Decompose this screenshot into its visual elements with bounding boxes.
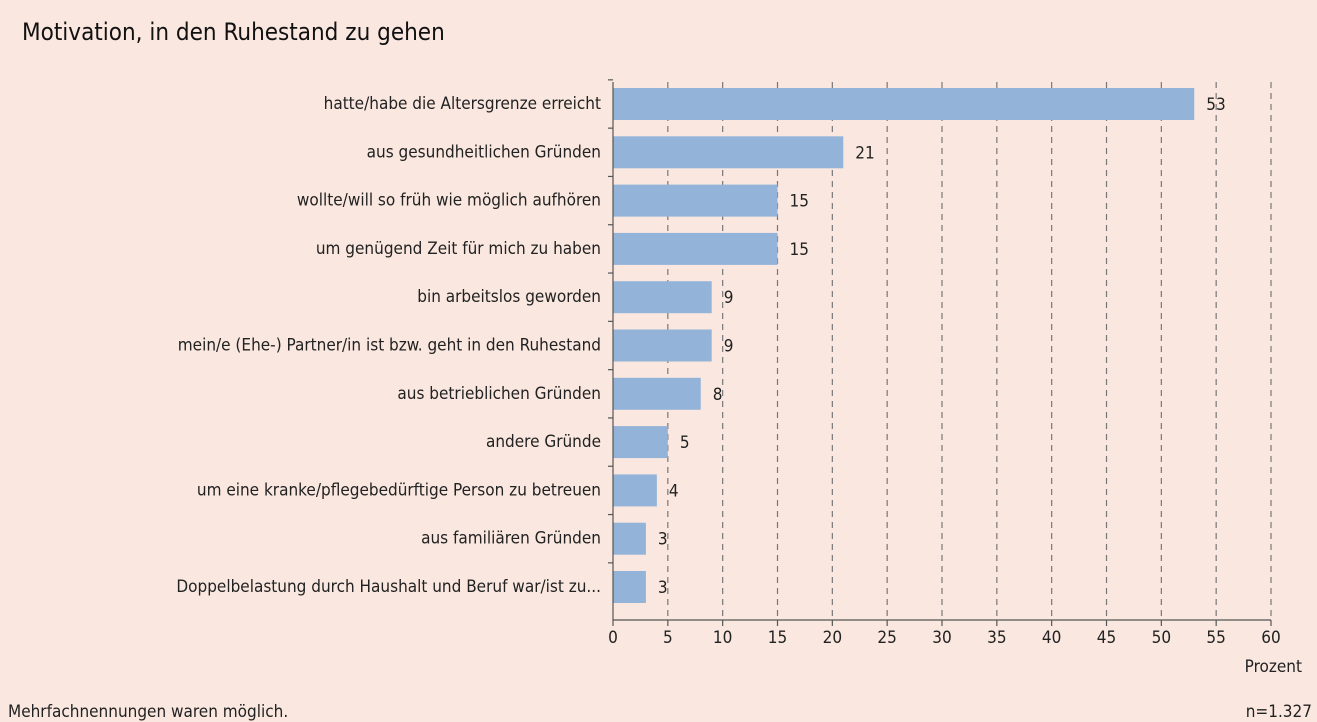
y-tick-label: hatte/habe die Altersgrenze erreicht <box>324 94 601 114</box>
x-tick-label: 0 <box>608 628 618 648</box>
x-tick-label: 35 <box>987 628 1006 648</box>
note: Mehrfachnennungen waren möglich. <box>8 702 288 722</box>
bar <box>613 426 668 459</box>
bar <box>613 184 778 217</box>
data-label: 15 <box>790 240 809 260</box>
x-tick-label: 55 <box>1206 628 1225 648</box>
bar <box>613 329 712 362</box>
bar <box>613 522 646 555</box>
y-tick-label: aus gesundheitlichen Gründen <box>367 142 601 162</box>
data-label: 3 <box>658 530 668 550</box>
x-tick-label: 50 <box>1152 628 1171 648</box>
x-tick-label: 25 <box>877 628 896 648</box>
bar <box>613 281 712 314</box>
x-tick-label: 30 <box>932 628 951 648</box>
x-tick-label: 10 <box>713 628 732 648</box>
x-tick-label: 20 <box>823 628 842 648</box>
y-tick-label: andere Gründe <box>486 432 601 452</box>
data-label: 21 <box>855 143 874 163</box>
data-label: 15 <box>790 192 809 212</box>
data-label: 4 <box>669 481 679 501</box>
y-tick-label: um genügend Zeit für mich zu haben <box>316 239 601 259</box>
x-tick-label: 5 <box>663 628 673 648</box>
bar <box>613 474 657 507</box>
data-label: 5 <box>680 433 690 453</box>
data-label: 9 <box>724 288 734 308</box>
data-label: 8 <box>713 385 723 405</box>
data-label: 9 <box>724 337 734 357</box>
x-tick-label: 45 <box>1097 628 1116 648</box>
bar <box>613 232 778 265</box>
y-tick-label: Doppelbelastung durch Haushalt und Beruf… <box>176 577 601 597</box>
bar <box>613 136 844 169</box>
data-label: 53 <box>1206 95 1225 115</box>
y-tick-label: wollte/will so früh wie möglich aufhören <box>297 191 601 211</box>
y-tick-label: aus familiären Gründen <box>421 529 601 549</box>
y-tick-label: aus betrieblichen Gründen <box>397 384 601 404</box>
data-label: 3 <box>658 578 668 598</box>
x-tick-label: 60 <box>1261 628 1280 648</box>
bar <box>613 377 701 410</box>
bar <box>613 571 646 603</box>
sample-size: n=1.327 <box>1246 702 1312 722</box>
y-tick-label: mein/e (Ehe-) Partner/in ist bzw. geht i… <box>178 336 601 356</box>
chart-title: Motivation, in den Ruhestand zu gehen <box>22 18 445 46</box>
y-tick-label: bin arbeitslos geworden <box>417 287 601 307</box>
x-axis-label: Prozent <box>1245 657 1302 677</box>
bar <box>613 88 1195 120</box>
x-tick-label: 40 <box>1042 628 1061 648</box>
y-tick-label: um eine kranke/pflegebedürftige Person z… <box>197 480 601 500</box>
x-tick-label: 15 <box>768 628 787 648</box>
